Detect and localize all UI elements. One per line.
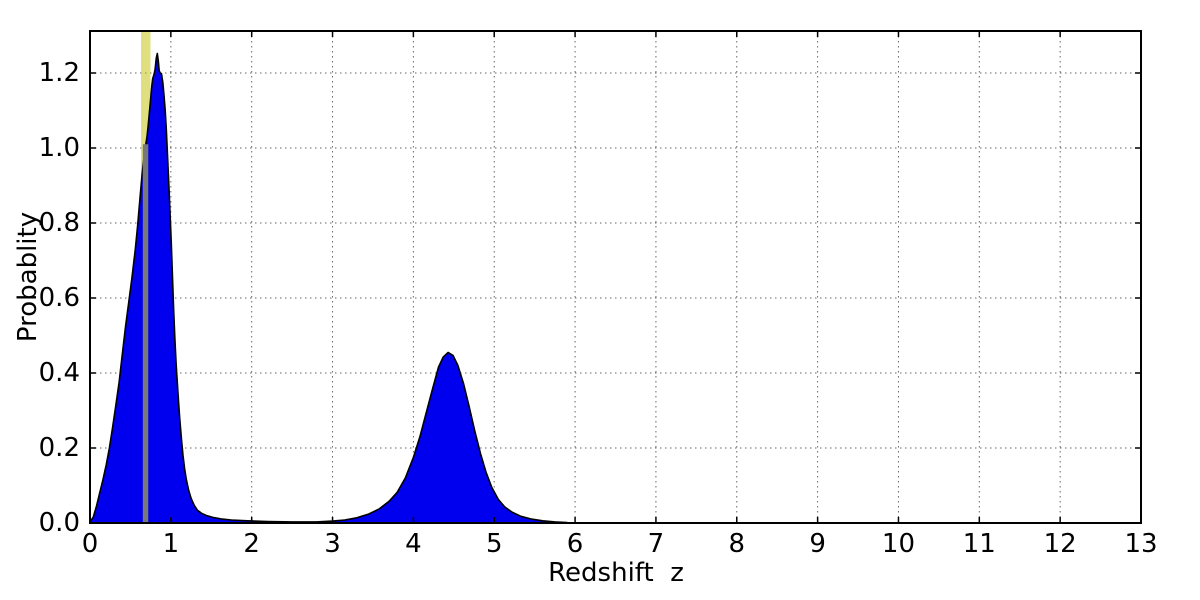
y-tick-label: 1.0 xyxy=(38,133,80,163)
x-tick-label: 5 xyxy=(485,529,503,559)
x-tick-label: 2 xyxy=(243,529,260,559)
y-tick-label: 0.0 xyxy=(38,508,80,538)
x-tick-label: 4 xyxy=(405,529,422,559)
x-tick-label: 9 xyxy=(809,529,826,559)
x-tick-label: 7 xyxy=(647,529,665,559)
x-tick-label: 0 xyxy=(81,529,99,559)
y-tick-label: 0.4 xyxy=(38,358,80,388)
y-tick-label: 0.2 xyxy=(38,433,80,463)
x-tick-label: 13 xyxy=(1124,529,1158,559)
x-tick-label: 6 xyxy=(566,529,584,559)
x-axis-label: Redshift z xyxy=(548,558,684,588)
x-tick-label: 1 xyxy=(162,529,180,559)
x-tick-label: 11 xyxy=(962,529,996,559)
x-tick-label: 8 xyxy=(728,529,746,559)
x-tick-label: 12 xyxy=(1043,529,1077,559)
y-tick-label: 0.8 xyxy=(38,208,80,238)
x-tick-label: 10 xyxy=(881,529,915,559)
probability-density-curve xyxy=(89,52,568,524)
y-tick-label: 0.6 xyxy=(38,283,80,313)
x-tick-label: 3 xyxy=(324,529,341,559)
y-tick-label: 1.2 xyxy=(38,58,80,88)
axes-frame xyxy=(89,30,1142,524)
